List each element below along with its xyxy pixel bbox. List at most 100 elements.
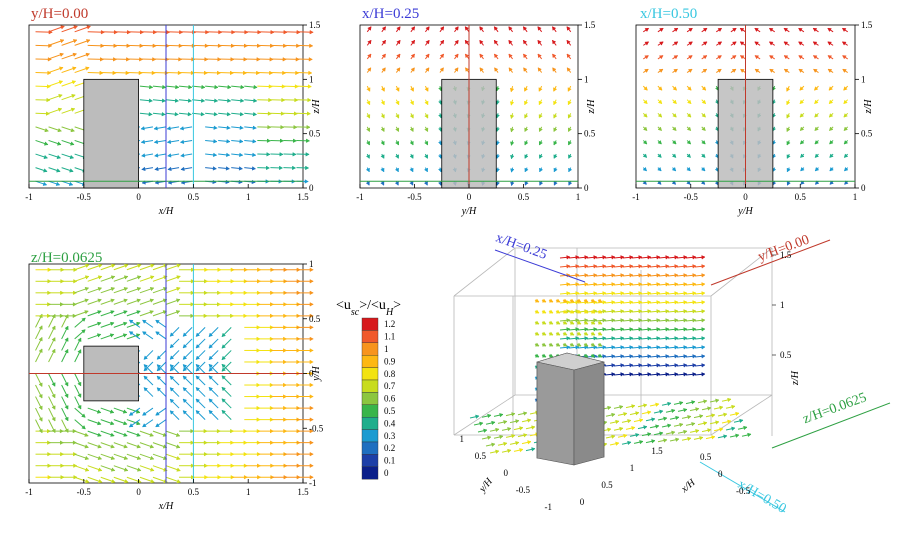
vector-arrow-head bbox=[148, 98, 153, 103]
vector-arrow-head bbox=[225, 166, 230, 171]
vector-arrow-head bbox=[97, 432, 102, 437]
vector-arrow-head bbox=[409, 114, 414, 119]
vector-arrow-head bbox=[380, 181, 385, 186]
vector-arrow-head bbox=[679, 400, 684, 406]
vector-arrow-head bbox=[98, 263, 103, 269]
vector-arrow-head bbox=[552, 67, 557, 72]
vector-arrow-head bbox=[509, 101, 515, 106]
vector-arrow-head bbox=[161, 111, 166, 117]
vector-arrow-head bbox=[566, 39, 571, 45]
vector-arrow-head bbox=[110, 310, 115, 315]
vector-arrow-head bbox=[829, 166, 834, 172]
vector-arrow-head bbox=[663, 416, 668, 421]
vector-arrow-head bbox=[309, 279, 314, 284]
building-block bbox=[83, 78, 140, 189]
vector-arrow-head bbox=[409, 140, 414, 146]
vector-arrow-head bbox=[380, 167, 385, 173]
vector-arrow-head bbox=[754, 41, 759, 46]
vector-arrow-head bbox=[380, 100, 385, 106]
vector-arrow-head bbox=[620, 300, 625, 305]
vector-arrow-head bbox=[111, 478, 116, 484]
vector-arrow-head bbox=[584, 336, 589, 341]
z-tick-label: 1 bbox=[780, 300, 785, 310]
vector-arrow-head bbox=[149, 310, 154, 315]
vector-arrow-head bbox=[167, 153, 172, 158]
vector-arrow-head bbox=[629, 309, 634, 314]
vector-arrow-head bbox=[548, 320, 554, 325]
vector-arrow-head bbox=[395, 100, 400, 106]
vector-arrow-head bbox=[597, 298, 603, 303]
vector-arrow-head bbox=[195, 355, 201, 360]
vector-arrow-head bbox=[701, 309, 706, 314]
vector-arrow-head bbox=[754, 68, 760, 73]
vector-arrow-head bbox=[494, 53, 499, 59]
vector-arrow-head bbox=[279, 152, 284, 157]
vector-arrow-head bbox=[380, 87, 385, 92]
vector-arrow-head bbox=[692, 363, 697, 368]
vector-arrow-head bbox=[109, 321, 115, 327]
vector-arrow-head bbox=[253, 98, 258, 103]
vector-arrow-head bbox=[72, 66, 77, 71]
vector-arrow-head bbox=[642, 126, 648, 131]
vector-arrow-head bbox=[81, 317, 86, 322]
vector-arrow-head bbox=[128, 331, 134, 336]
vector-arrow-head bbox=[673, 41, 679, 46]
vector-arrow-head bbox=[566, 67, 571, 72]
vector-arrow-head bbox=[701, 255, 706, 260]
x-tick-label: -1 bbox=[356, 192, 364, 202]
vector-arrow-head bbox=[656, 363, 661, 368]
vector-arrow-head bbox=[410, 53, 415, 59]
vector-arrow-head bbox=[510, 141, 515, 146]
vector-arrow-head bbox=[754, 55, 760, 60]
vector-arrow-head bbox=[110, 275, 116, 280]
vector-arrow-head bbox=[195, 344, 201, 349]
vector-arrow-head bbox=[523, 53, 528, 59]
vector-arrow-head bbox=[699, 414, 704, 419]
vector-arrow-head bbox=[627, 418, 632, 424]
vector-arrow-head bbox=[479, 26, 484, 31]
vector-arrow-head bbox=[843, 86, 848, 91]
vector-arrow-head bbox=[799, 113, 805, 118]
vector-arrow-head bbox=[123, 432, 128, 437]
vector-arrow-head bbox=[553, 87, 558, 92]
vector-arrow-head bbox=[523, 39, 528, 45]
vector-arrow-head bbox=[57, 107, 63, 112]
vector-arrow-head bbox=[639, 418, 644, 423]
vector-arrow-head bbox=[827, 55, 833, 60]
vector-arrow-head bbox=[692, 336, 697, 341]
vector-arrow-head bbox=[695, 428, 700, 434]
vector-arrow-head bbox=[51, 382, 56, 387]
y-axis-label: z/H bbox=[586, 99, 597, 115]
vector-arrow-head bbox=[534, 331, 540, 336]
vector-arrow-head bbox=[671, 408, 676, 414]
y-axis-label: z/H bbox=[863, 99, 874, 115]
y-tick-label: 1 bbox=[861, 74, 866, 84]
vector-arrow-head bbox=[768, 41, 774, 46]
vector-arrow-head bbox=[739, 41, 745, 46]
vector-arrow-head bbox=[703, 399, 708, 404]
x-tick-label: 0.5 bbox=[795, 192, 807, 202]
vector-arrow-head bbox=[602, 327, 607, 332]
vector-arrow-head bbox=[51, 348, 56, 354]
vector-arrow-head bbox=[627, 440, 632, 446]
vector-arrow-head bbox=[674, 300, 679, 305]
vector-arrow-head bbox=[136, 444, 141, 449]
vector-arrow-head bbox=[150, 263, 155, 268]
vector-arrow-head bbox=[812, 27, 818, 33]
vector-arrow-head bbox=[140, 139, 146, 145]
vector-arrow-head bbox=[523, 67, 528, 72]
vector-arrow-head bbox=[814, 180, 820, 185]
vector-arrow-head bbox=[509, 114, 515, 120]
vector-arrow-head bbox=[226, 111, 231, 117]
vector-arrow-head bbox=[155, 423, 160, 428]
colorbar-swatch bbox=[361, 330, 379, 343]
vector-arrow-head bbox=[541, 309, 547, 314]
vector-arrow-head bbox=[307, 84, 312, 89]
vector-arrow-head bbox=[96, 333, 102, 338]
vector-arrow-head bbox=[175, 310, 181, 315]
vector-field-3d bbox=[469, 255, 752, 454]
vector-arrow-head bbox=[602, 309, 607, 314]
vector-arrow-head bbox=[607, 405, 612, 411]
vector-arrow-head bbox=[695, 407, 700, 412]
vector-arrow-head bbox=[110, 298, 115, 303]
